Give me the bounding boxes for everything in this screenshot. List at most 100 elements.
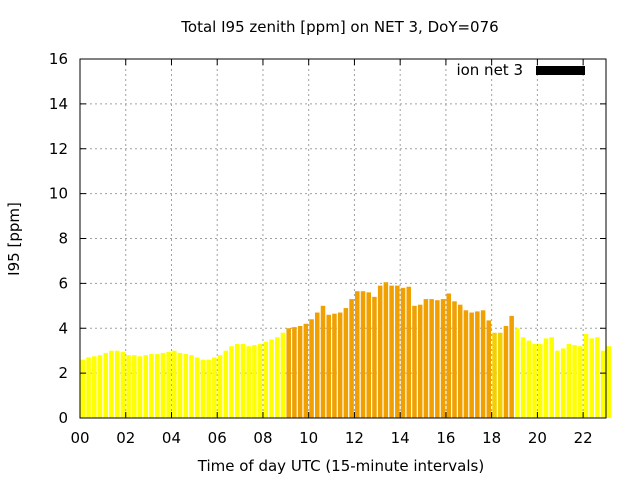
- bar: [560, 348, 566, 418]
- bar: [526, 340, 532, 418]
- y-tick-label: 2: [58, 364, 68, 382]
- bar: [423, 299, 429, 418]
- bar: [578, 346, 583, 418]
- legend: ion net 3: [456, 61, 585, 79]
- x-tick-label: 10: [299, 429, 318, 447]
- y-tick-label: 14: [49, 95, 68, 113]
- bar: [132, 355, 137, 418]
- bar: [372, 296, 377, 418]
- y-tick-label: 16: [49, 50, 68, 68]
- bar: [252, 345, 257, 418]
- bar: [417, 304, 423, 418]
- bar: [349, 299, 354, 418]
- y-tick-label: 4: [58, 319, 68, 337]
- bar: [189, 355, 194, 418]
- x-tick-label: 20: [528, 429, 547, 447]
- x-tick-label: 16: [436, 429, 455, 447]
- bar: [440, 299, 446, 418]
- x-tick-label: 00: [70, 429, 89, 447]
- bar: [446, 293, 452, 418]
- x-tick-label: 08: [253, 429, 272, 447]
- bar: [126, 355, 131, 418]
- x-axis-label: Time of day UTC (15-minute intervals): [197, 457, 484, 475]
- bar: [509, 315, 514, 418]
- bar: [332, 313, 337, 418]
- bar: [537, 343, 543, 418]
- bar: [309, 319, 314, 418]
- bar: [120, 351, 126, 418]
- bar: [257, 343, 263, 418]
- bar: [217, 355, 223, 418]
- bar: [549, 337, 554, 418]
- bar: [435, 300, 440, 418]
- bar: [595, 337, 600, 418]
- bar: [600, 350, 606, 418]
- bar: [92, 356, 97, 418]
- chart-title: Total I95 zenith [ppm] on NET 3, DoY=076: [180, 18, 498, 36]
- bar: [480, 310, 486, 418]
- bar: [320, 305, 326, 418]
- bar: [315, 312, 320, 418]
- x-tick-label: 04: [162, 429, 181, 447]
- bar: [457, 304, 463, 418]
- bar: [475, 311, 480, 418]
- bar: [343, 308, 349, 418]
- bar: [274, 337, 280, 418]
- bar: [429, 299, 434, 418]
- bar: [515, 328, 520, 418]
- bar: [223, 350, 229, 418]
- bar: [172, 350, 177, 418]
- bar: [406, 286, 412, 418]
- x-tick-label: 18: [482, 429, 501, 447]
- legend-label: ion net 3: [456, 61, 523, 79]
- bar: [109, 350, 114, 418]
- bar: [326, 314, 331, 418]
- bar: [303, 323, 309, 418]
- bar: [492, 332, 497, 418]
- bar: [572, 345, 577, 418]
- x-tick-label: 22: [574, 429, 593, 447]
- bar: [377, 285, 383, 418]
- bar: [486, 320, 492, 418]
- bar: [200, 359, 206, 418]
- bar: [269, 339, 274, 418]
- bar: [137, 356, 143, 418]
- legend-swatch: [536, 66, 585, 75]
- bar: [297, 326, 303, 418]
- bar: [452, 301, 457, 418]
- bar: [114, 350, 120, 418]
- bar: [234, 343, 240, 418]
- bar: [606, 346, 612, 418]
- x-tick-label: 12: [345, 429, 364, 447]
- y-tick-label: 8: [58, 230, 68, 248]
- bar: [194, 357, 200, 418]
- bar: [177, 352, 183, 418]
- bars: [80, 282, 612, 418]
- bar: [212, 357, 217, 418]
- bar: [503, 326, 509, 418]
- x-tick-label: 14: [391, 429, 410, 447]
- bar: [383, 282, 389, 418]
- bar: [395, 285, 400, 418]
- bar: [366, 292, 371, 418]
- bar: [463, 310, 469, 418]
- bar: [263, 341, 269, 418]
- bar: [183, 354, 189, 418]
- bar: [469, 312, 474, 418]
- bar: [160, 352, 166, 418]
- bar: [543, 338, 549, 418]
- bar: [80, 359, 86, 418]
- bar: [240, 343, 246, 418]
- y-tick-label: 0: [58, 409, 68, 427]
- bar: [143, 355, 149, 418]
- bar: [280, 332, 286, 418]
- bar: [412, 305, 417, 418]
- bar: [286, 328, 291, 418]
- bar: [97, 355, 103, 418]
- bar: [360, 291, 366, 418]
- bar: [583, 333, 589, 418]
- y-tick-label: 10: [49, 185, 68, 203]
- bar: [589, 338, 594, 418]
